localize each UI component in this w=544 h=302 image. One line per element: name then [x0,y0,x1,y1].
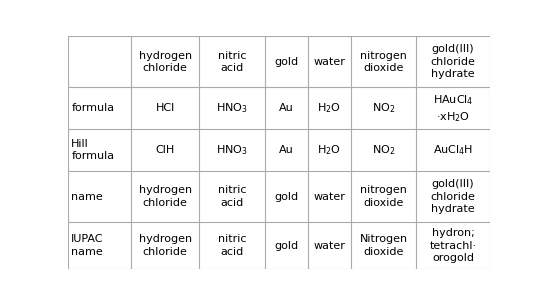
Text: hydron;
tetrachl·
orogold: hydron; tetrachl· orogold [429,228,477,263]
Text: nitrogen
dioxide: nitrogen dioxide [360,185,407,208]
Text: hydrogen
chloride: hydrogen chloride [139,234,191,257]
Text: gold: gold [274,192,299,202]
Text: NO$_2$: NO$_2$ [372,101,395,115]
Text: AuCl$_4$H: AuCl$_4$H [433,143,473,157]
Text: hydrogen
chloride: hydrogen chloride [139,51,191,73]
Text: gold: gold [274,240,299,251]
Text: nitric
acid: nitric acid [218,185,246,208]
Text: Nitrogen
dioxide: Nitrogen dioxide [360,234,407,257]
Text: HAuCl$_4$
·xH$_2$O: HAuCl$_4$ ·xH$_2$O [432,93,473,124]
Text: Au: Au [279,103,294,113]
Text: HCl: HCl [156,103,175,113]
Text: nitric
acid: nitric acid [218,234,246,257]
Text: Hill
formula: Hill formula [71,139,114,161]
Text: H$_2$O: H$_2$O [317,101,341,115]
Text: nitric
acid: nitric acid [218,51,246,73]
Text: HNO$_3$: HNO$_3$ [216,101,248,115]
Text: water: water [313,240,345,251]
Text: Au: Au [279,145,294,155]
Text: water: water [313,57,345,67]
Text: gold(III)
chloride
hydrate: gold(III) chloride hydrate [430,44,475,79]
Text: gold: gold [274,57,299,67]
Text: nitrogen
dioxide: nitrogen dioxide [360,51,407,73]
Text: gold(III)
chloride
hydrate: gold(III) chloride hydrate [430,179,475,214]
Text: formula: formula [71,103,114,113]
Text: ClH: ClH [156,145,175,155]
Text: name: name [71,192,103,202]
Text: IUPAC
name: IUPAC name [71,234,104,257]
Text: water: water [313,192,345,202]
Text: H$_2$O: H$_2$O [317,143,341,157]
Text: HNO$_3$: HNO$_3$ [216,143,248,157]
Text: hydrogen
chloride: hydrogen chloride [139,185,191,208]
Text: NO$_2$: NO$_2$ [372,143,395,157]
